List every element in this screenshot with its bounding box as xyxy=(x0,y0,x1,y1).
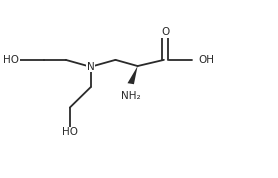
Text: HO: HO xyxy=(3,55,19,65)
Text: OH: OH xyxy=(198,55,214,65)
Polygon shape xyxy=(128,66,138,84)
Text: N: N xyxy=(87,62,95,72)
Text: NH₂: NH₂ xyxy=(121,91,140,101)
Text: O: O xyxy=(161,27,169,38)
Text: HO: HO xyxy=(62,127,78,137)
